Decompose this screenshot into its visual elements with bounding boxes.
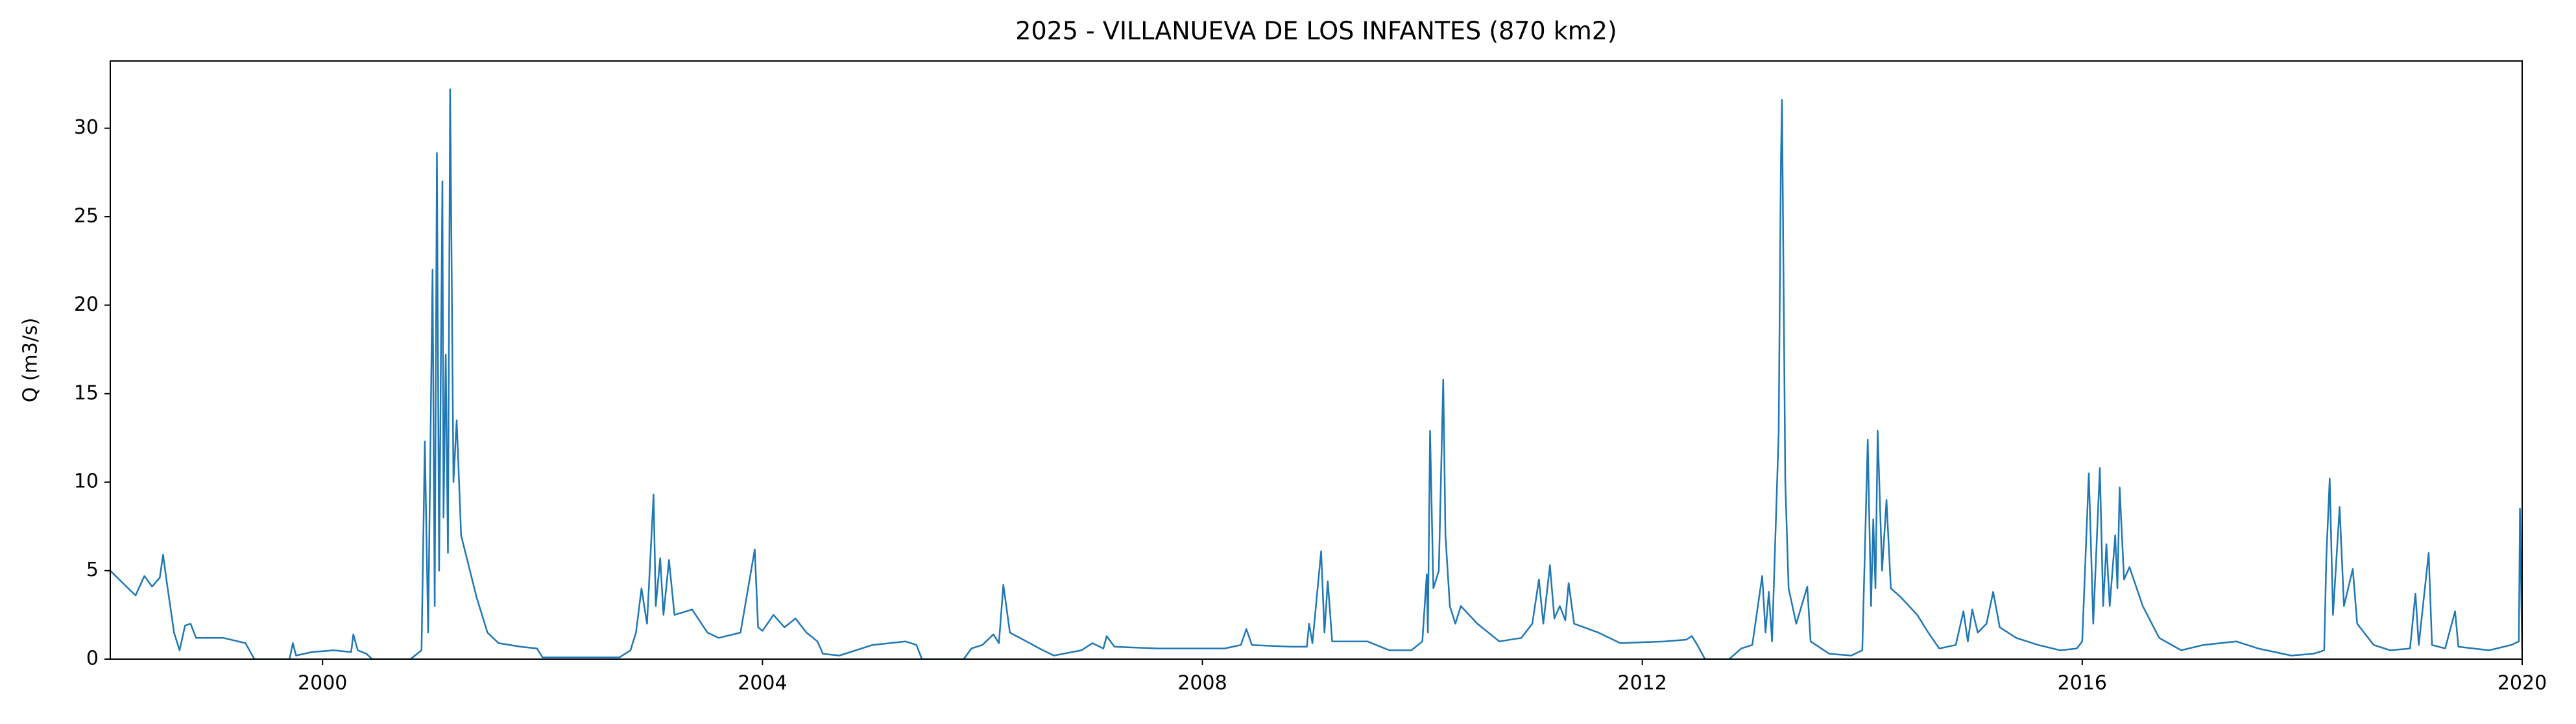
y-tick-label: 0 bbox=[86, 647, 99, 670]
x-tick-label: 2012 bbox=[1618, 672, 1667, 695]
x-tick-label: 2004 bbox=[738, 672, 787, 695]
plot-frame bbox=[110, 60, 2523, 660]
y-tick-label: 10 bbox=[74, 470, 99, 493]
x-tick-label: 2016 bbox=[2058, 672, 2107, 695]
chart-title: 2025 - VILLANUEVA DE LOS INFANTES (870 k… bbox=[1015, 17, 1617, 45]
x-tick-label: 2020 bbox=[2498, 672, 2547, 695]
y-tick-label: 15 bbox=[74, 381, 99, 404]
y-tick-label: 30 bbox=[74, 116, 99, 139]
x-tick-label: 2008 bbox=[1177, 672, 1227, 695]
y-axis-label: Q (m3/s) bbox=[19, 318, 42, 403]
y-tick-label: 20 bbox=[74, 293, 99, 316]
y-tick-label: 5 bbox=[86, 559, 99, 581]
y-tick-label: 25 bbox=[74, 205, 99, 228]
data-line bbox=[110, 88, 2522, 659]
x-tick-label: 2000 bbox=[298, 672, 347, 695]
